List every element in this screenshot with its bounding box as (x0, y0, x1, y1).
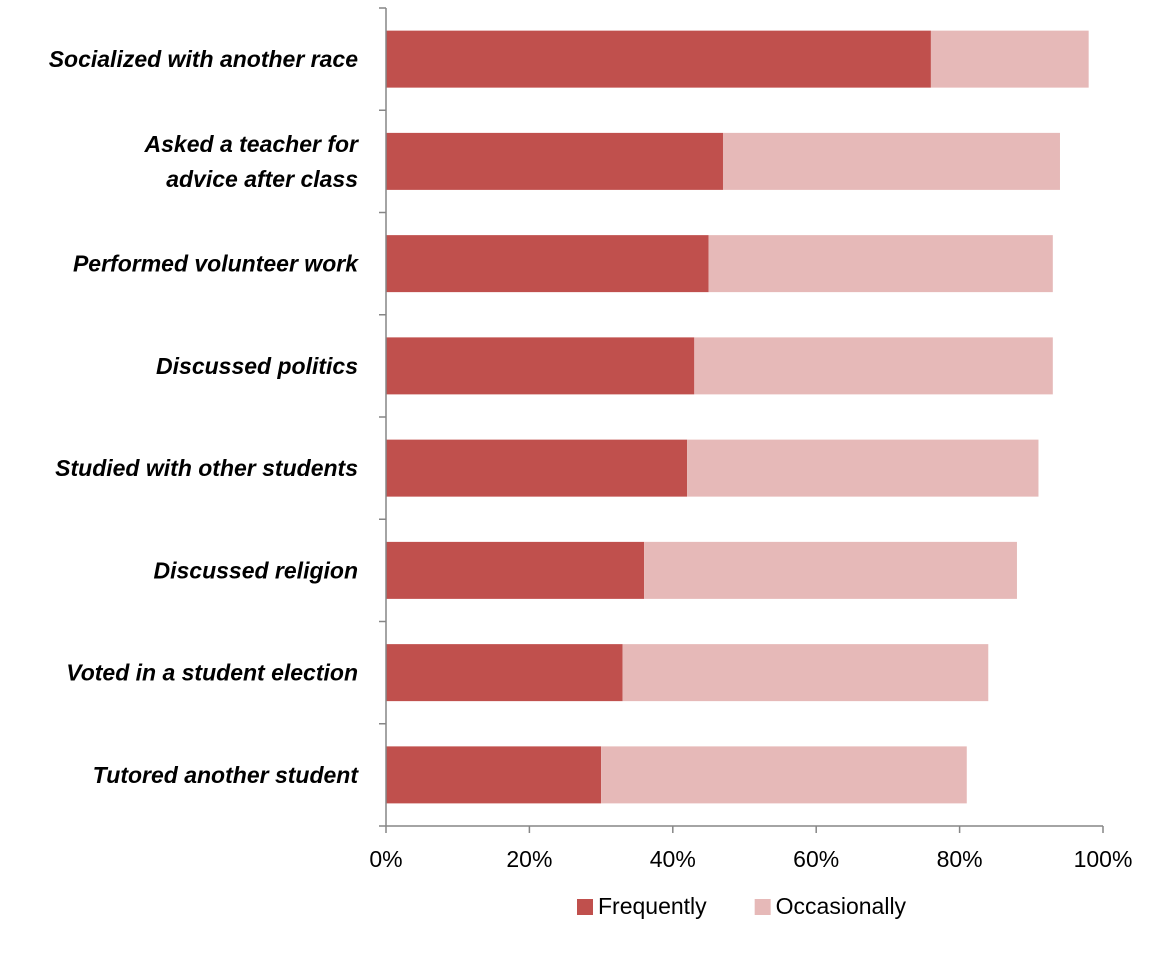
bar-occasionally-3 (694, 337, 1053, 395)
x-tick-label: 80% (937, 846, 983, 872)
bar-frequently-2 (386, 235, 709, 293)
bar-frequently-6 (386, 644, 623, 702)
legend-swatch-frequently (577, 899, 593, 915)
category-label: Performed volunteer work (73, 251, 359, 277)
category-label: Discussed religion (153, 557, 358, 583)
bar-occasionally-0 (930, 30, 1089, 88)
category-label: Discussed politics (156, 353, 358, 379)
category-label: Voted in a student election (66, 660, 358, 686)
bar-frequently-7 (386, 746, 602, 804)
bar-occasionally-5 (644, 541, 1017, 599)
category-label: Asked a teacher for (144, 131, 360, 157)
x-tick-label: 20% (506, 846, 552, 872)
bar-occasionally-4 (687, 439, 1039, 497)
bar-occasionally-7 (601, 746, 967, 804)
x-tick-label: 0% (369, 846, 402, 872)
category-label: Studied with other students (55, 455, 358, 481)
category-label: Socialized with another race (49, 46, 359, 72)
legend-label-frequently: Frequently (598, 893, 707, 919)
bar-frequently-4 (386, 439, 688, 497)
bar-frequently-3 (386, 337, 695, 395)
legend-swatch-occasionally (754, 899, 771, 915)
bar-frequently-0 (386, 30, 931, 88)
x-tick-label: 40% (650, 846, 696, 872)
category-label: advice after class (166, 166, 358, 192)
x-tick-label: 60% (793, 846, 839, 872)
bar-occasionally-1 (722, 132, 1060, 190)
bar-frequently-1 (386, 132, 723, 190)
bar-occasionally-6 (622, 644, 989, 702)
x-tick-label: 100% (1074, 846, 1133, 872)
bar-frequently-5 (386, 541, 645, 599)
legend-label-occasionally: Occasionally (776, 893, 907, 919)
bar-occasionally-2 (708, 235, 1053, 293)
category-label: Tutored another student (93, 762, 360, 788)
